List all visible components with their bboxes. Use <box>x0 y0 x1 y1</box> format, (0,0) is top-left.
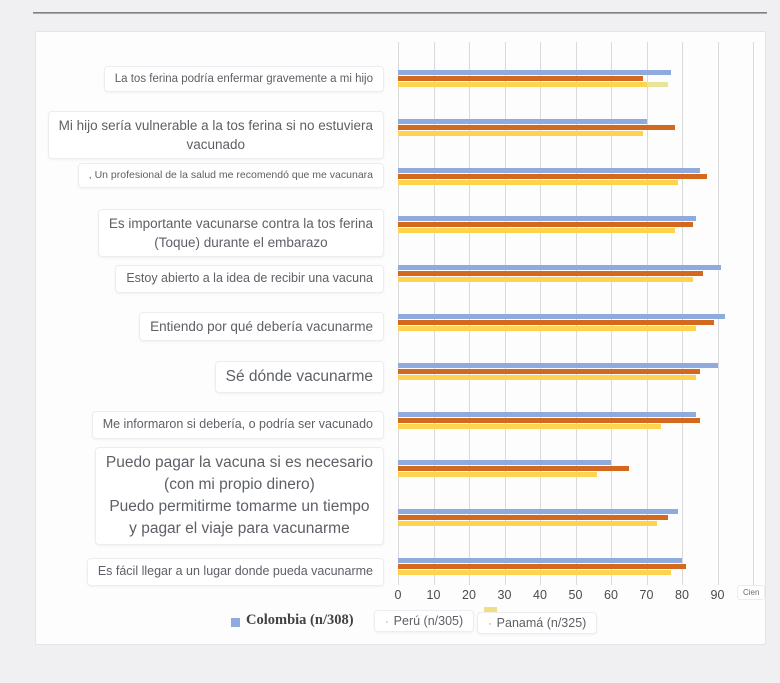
legend-item-colombia: Colombia (n/308) <box>246 612 354 628</box>
gridline-20 <box>469 42 470 585</box>
bar-panama-3 <box>398 228 675 233</box>
bar-peru-10 <box>398 564 686 569</box>
category-label-5: Entiendo por qué debería vacunarme <box>139 312 384 342</box>
bar-panama-5 <box>398 326 697 331</box>
category-label-3: Es importante vacunarse contra la tos fe… <box>97 209 384 258</box>
legend-peru-label: Perú (n/305) <box>393 614 464 628</box>
bar-colombia-0 <box>398 70 672 75</box>
category-label-9: Es fácil llegar a un lugar donde pueda v… <box>86 558 384 586</box>
gridline-100 <box>753 42 754 585</box>
gridline-50 <box>575 42 577 585</box>
x-tick-40: 40 <box>533 588 547 602</box>
bar-colombia-1 <box>398 119 647 124</box>
bar-colombia-3 <box>398 216 697 221</box>
gridline-0 <box>398 42 399 585</box>
legend-item-panama: · Panamá (n/325) <box>477 612 598 634</box>
bar-colombia-6 <box>398 363 718 368</box>
legend-item-peru: · Perú (n/305) <box>374 610 475 632</box>
bar-chart-plot-area <box>398 42 754 585</box>
bar-colombia-7 <box>398 412 697 417</box>
category-label-1: Mi hijo sería vulnerable a la tos ferina… <box>47 111 384 160</box>
x-tick-60: 60 <box>604 588 618 602</box>
x-tick-80: 80 <box>675 588 689 602</box>
x-tick-0: 0 <box>394 588 402 602</box>
x-axis-hundred-label: Cien <box>737 585 766 600</box>
bar-colombia-4 <box>398 265 722 270</box>
top-divider <box>33 12 767 14</box>
bar-colombia-10 <box>398 558 682 563</box>
gridline-90 <box>717 42 719 585</box>
bar-colombia-9 <box>398 509 679 514</box>
category-label-8: Puedo pagar la vacuna si es necesario (c… <box>94 447 384 545</box>
bar-peru-1 <box>398 125 675 130</box>
x-tick-70: 70 <box>639 588 654 602</box>
bar-panama-2 <box>398 180 679 185</box>
bar-peru-7 <box>398 418 700 423</box>
gridline-10 <box>433 42 435 585</box>
category-label-0: La tos ferina podría enfermar gravemente… <box>103 66 384 93</box>
bar-peru-9 <box>398 515 668 520</box>
bar-peru-3 <box>398 222 693 227</box>
gridline-70 <box>646 42 648 585</box>
legend-panama-dot-icon: · <box>488 618 492 630</box>
gridline-40 <box>540 42 541 585</box>
bar-colombia-5 <box>398 314 725 319</box>
legend-colombia-marker-icon <box>231 618 240 627</box>
bar-panama-9 <box>398 521 658 526</box>
bar-peru-8 <box>398 466 629 471</box>
bar-panama-8 <box>398 472 597 477</box>
legend-panama-marker-ghost-icon <box>484 607 497 612</box>
bar-peru-4 <box>398 271 704 276</box>
legend-peru-dot-icon: · <box>385 616 389 628</box>
gridline-80 <box>682 42 683 585</box>
bar-colombia-8 <box>398 460 611 465</box>
bar-peru-5 <box>398 320 714 325</box>
x-tick-50: 50 <box>568 588 583 602</box>
bar-peru-6 <box>398 369 700 374</box>
x-tick-90: 90 <box>710 588 725 602</box>
bar-panama-7 <box>398 424 661 429</box>
bar-colombia-2 <box>398 168 700 173</box>
category-label-2: , Un profesional de la salud me recomend… <box>77 163 384 188</box>
gridline-30 <box>504 42 506 585</box>
x-tick-10: 10 <box>426 588 441 602</box>
gridline-60 <box>611 42 612 585</box>
category-label-4: Estoy abierto a la idea de recibir una v… <box>115 265 384 293</box>
bar-peru-0 <box>398 76 643 81</box>
category-label-6: Sé dónde vacunarme <box>214 361 384 393</box>
category-label-7: Me informaron si debería, o podría ser v… <box>91 411 384 439</box>
bar-peru-2 <box>398 174 707 179</box>
x-tick-20: 20 <box>462 588 476 602</box>
legend-panama-label: Panamá (n/325) <box>496 616 587 630</box>
bar-panama-1 <box>398 131 643 136</box>
bar-panama-10 <box>398 570 672 575</box>
bar-panama-6 <box>398 375 697 380</box>
x-tick-30: 30 <box>497 588 512 602</box>
bar-panama-0 <box>398 82 668 87</box>
bar-panama-4 <box>398 277 693 282</box>
artifact-green-tail <box>646 82 668 87</box>
